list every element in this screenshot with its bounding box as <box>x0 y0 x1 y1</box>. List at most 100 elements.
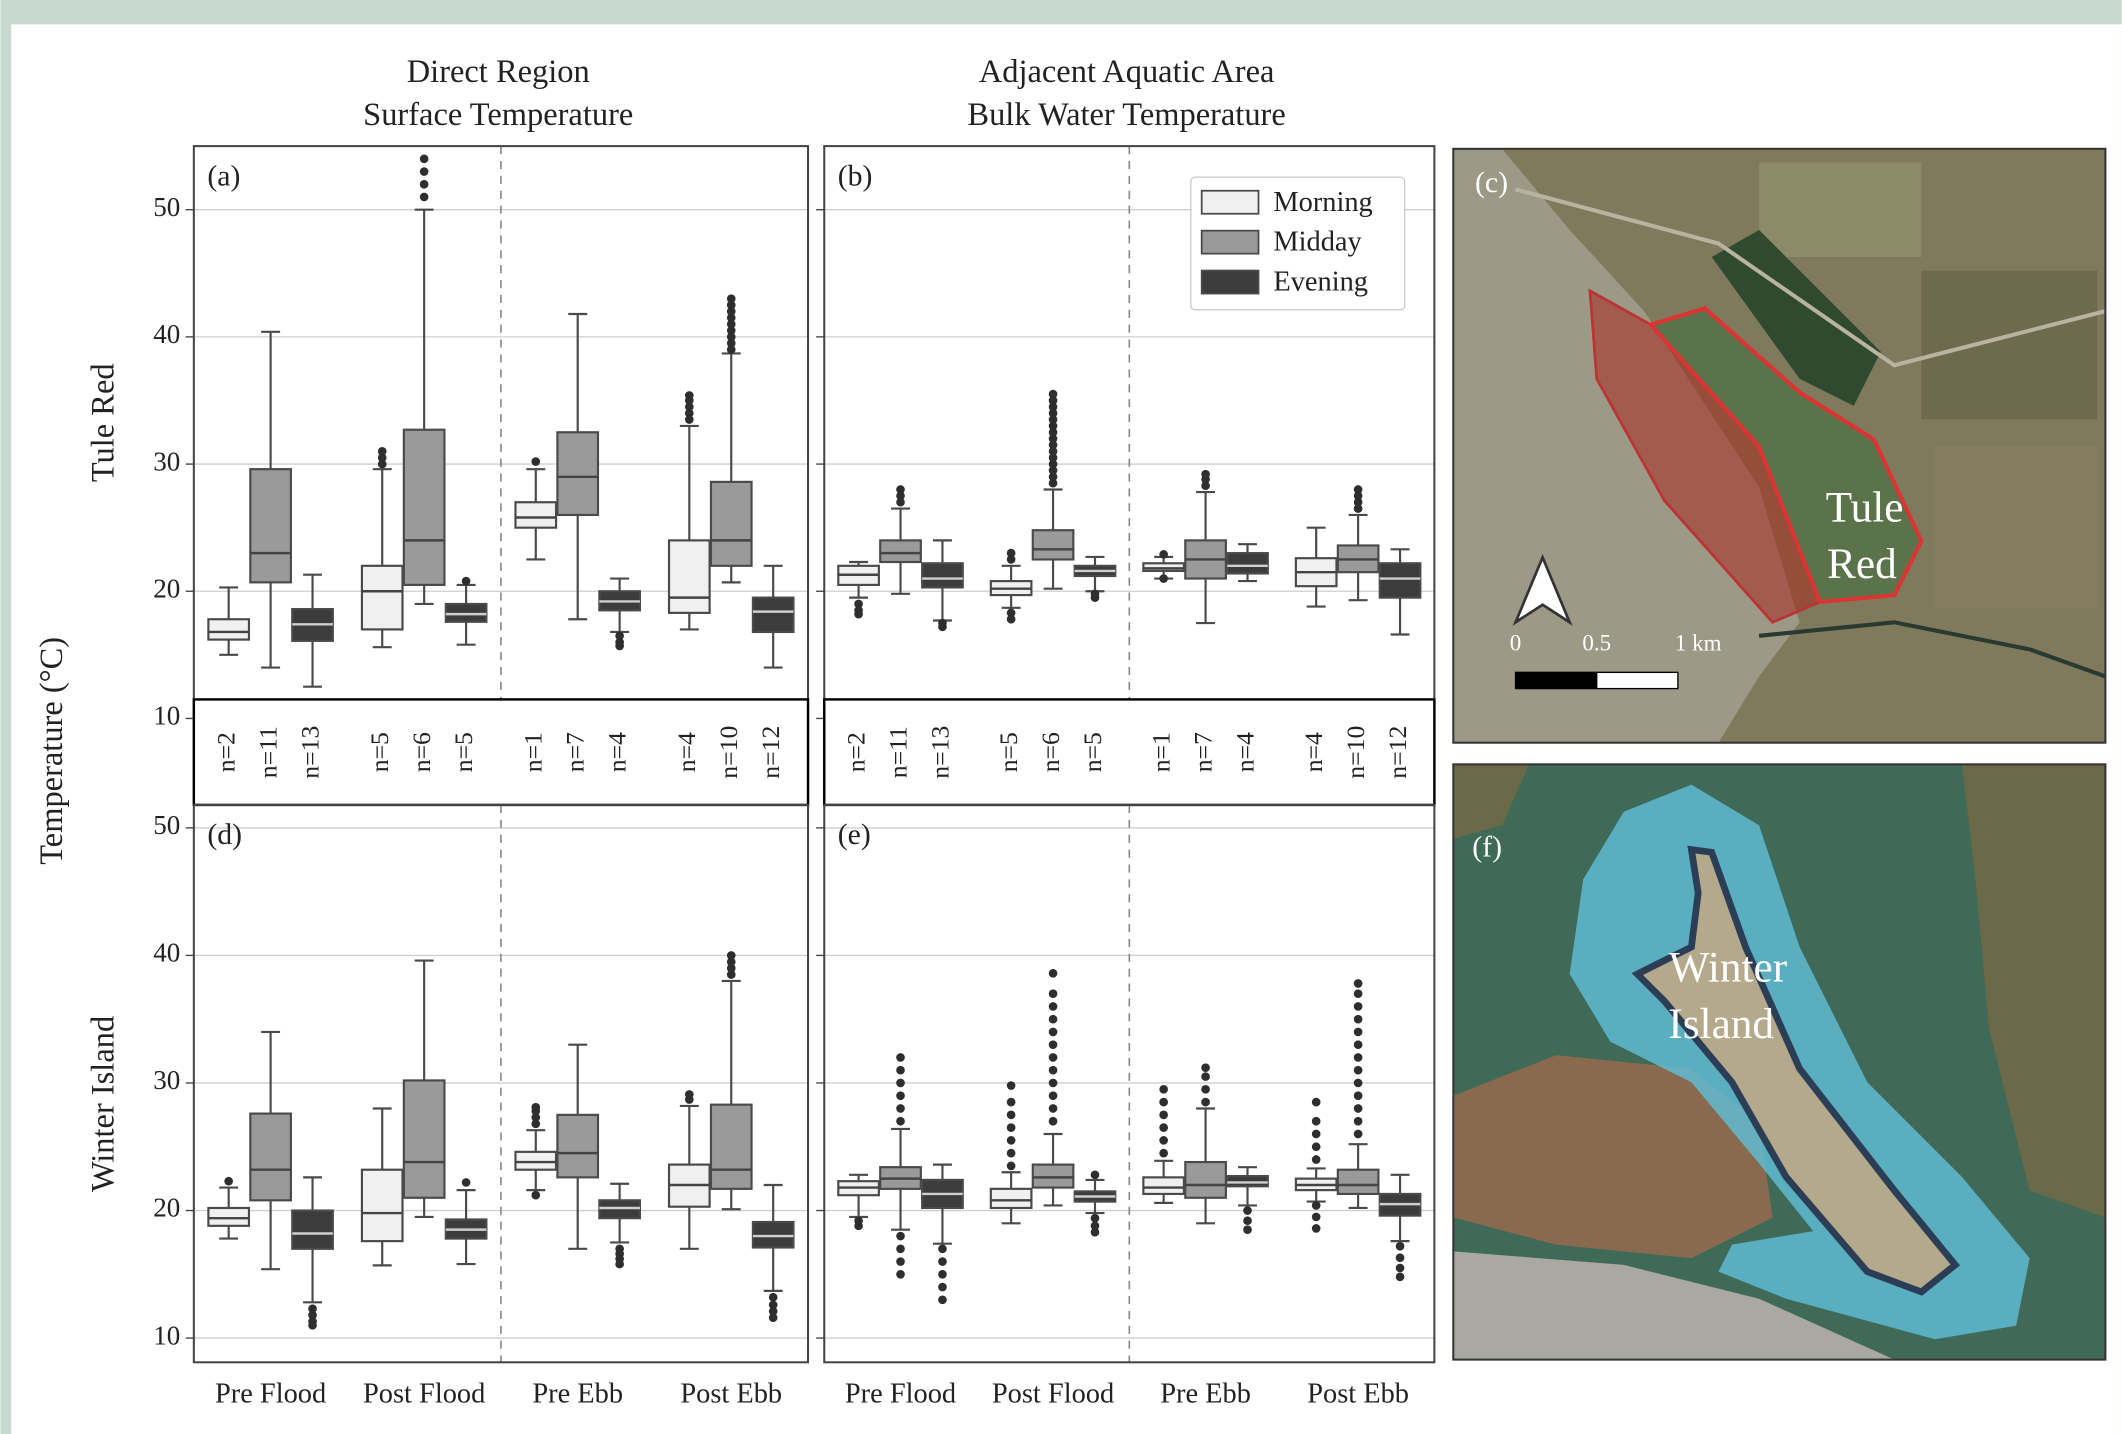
outlier <box>938 1295 947 1304</box>
y-tick-label: 40 <box>153 319 180 349</box>
box <box>1227 1176 1268 1186</box>
panel-label: (c) <box>1475 166 1508 199</box>
outlier <box>1007 1098 1016 1107</box>
box <box>669 540 710 612</box>
place-label: Winter <box>1669 943 1788 991</box>
x-tick-label: Pre Ebb <box>1160 1379 1251 1410</box>
sample-size-label: n=6 <box>1036 732 1065 772</box>
panel-label: (d) <box>207 818 242 851</box>
outlier <box>769 1313 778 1322</box>
outlier <box>1312 1201 1321 1210</box>
x-tick-label: Post Ebb <box>680 1379 782 1410</box>
x-tick-label: Post Flood <box>363 1379 485 1410</box>
outlier <box>896 1079 905 1088</box>
outlier <box>1049 1028 1058 1037</box>
outlier <box>854 610 863 619</box>
box <box>1143 563 1184 571</box>
sample-size-label: n=5 <box>1078 732 1107 772</box>
outlier <box>1007 615 1016 624</box>
sample-size-label: n=4 <box>672 732 701 772</box>
box <box>1033 1165 1074 1188</box>
outlier <box>1201 1072 1210 1081</box>
outlier <box>1354 1002 1363 1011</box>
outlier <box>531 1191 540 1200</box>
outlier <box>1159 574 1168 583</box>
outlier <box>1049 1104 1058 1113</box>
outlier <box>1049 969 1058 978</box>
outlier <box>1354 1130 1363 1139</box>
outlier <box>938 1244 947 1253</box>
outlier <box>1091 1170 1100 1179</box>
scale-label: 1 km <box>1675 631 1722 656</box>
outlier <box>420 154 429 163</box>
panel-label: (e) <box>838 818 871 851</box>
outlier <box>1312 1224 1321 1233</box>
box <box>557 432 598 515</box>
box <box>753 1222 794 1248</box>
outlier <box>1007 1136 1016 1145</box>
y-tick-label: 50 <box>153 810 180 840</box>
outlier <box>1159 1085 1168 1094</box>
panel-label: (b) <box>838 159 873 192</box>
outlier <box>1007 1111 1016 1120</box>
sample-size-label: n=1 <box>519 732 548 772</box>
outlier <box>462 577 471 586</box>
sample-size-label: n=10 <box>714 726 743 779</box>
row-label: Winter Island <box>85 1016 121 1192</box>
row-label: Tule Red <box>85 363 121 482</box>
box <box>404 430 445 585</box>
legend-swatch <box>1202 191 1259 214</box>
outlier <box>1354 979 1363 988</box>
sample-size-label: n=13 <box>925 726 954 779</box>
sample-size-label: n=7 <box>561 732 590 772</box>
y-tick-label: 20 <box>153 573 180 603</box>
box <box>362 566 403 630</box>
y-tick-label: 30 <box>153 446 180 476</box>
outlier <box>1312 1213 1321 1222</box>
outlier <box>938 1257 947 1266</box>
outlier <box>896 1066 905 1075</box>
y-tick-label: 50 <box>153 192 180 222</box>
box <box>1185 1162 1226 1198</box>
sample-size-label: n=2 <box>841 732 870 772</box>
outlier <box>1396 1264 1405 1273</box>
legend-label: Morning <box>1273 187 1372 218</box>
outlier <box>1354 1091 1363 1100</box>
y-tick-label: 10 <box>153 1320 180 1350</box>
outlier <box>1159 1098 1168 1107</box>
y-tick-label: 10 <box>153 701 180 731</box>
outlier <box>1091 1214 1100 1223</box>
outlier <box>896 1244 905 1253</box>
outlier <box>531 457 540 466</box>
box <box>515 1152 556 1170</box>
outlier <box>420 180 429 189</box>
panel-label: (f) <box>1472 830 1502 863</box>
place-label: Red <box>1827 540 1897 588</box>
scale-label: 0 <box>1510 631 1522 656</box>
outlier <box>1091 1228 1100 1237</box>
outlier <box>1049 1066 1058 1075</box>
map-field <box>1921 271 2097 420</box>
box <box>753 598 794 632</box>
outlier <box>615 1260 624 1269</box>
sample-size-label: n=4 <box>1230 732 1259 772</box>
x-tick-label: Post Flood <box>992 1379 1114 1410</box>
sample-size-label: n=7 <box>1188 732 1217 772</box>
map-winter-island: (f) Winter Island <box>1453 764 2105 1359</box>
column-title: Bulk Water Temperature <box>967 97 1285 133</box>
sample-size-label: n=2 <box>212 732 241 772</box>
place-label: Tule <box>1826 483 1904 531</box>
box <box>991 1189 1032 1208</box>
outlier <box>1049 1015 1058 1024</box>
outlier <box>1049 1040 1058 1049</box>
figure: Temperature (°C) 1020304050n=2n=5n=1n=4n… <box>0 0 2122 1434</box>
sample-size-label: n=12 <box>1383 726 1412 779</box>
outlier <box>1201 1063 1210 1072</box>
outlier <box>896 485 905 494</box>
outlier <box>938 1283 947 1292</box>
outlier <box>1007 1149 1016 1158</box>
outlier <box>378 447 387 456</box>
outlier <box>1396 1273 1405 1282</box>
outlier <box>896 1232 905 1241</box>
box <box>404 1080 445 1197</box>
